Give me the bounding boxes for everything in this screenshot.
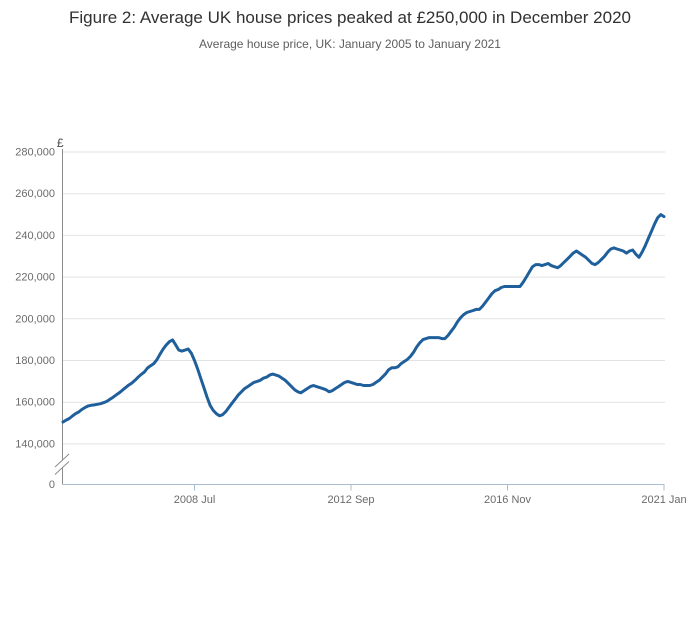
y-axis-tick-label: 200,000 bbox=[15, 313, 55, 325]
x-axis-tick-label: 2016 Nov bbox=[484, 494, 532, 506]
y-axis-tick-label: 0 bbox=[49, 479, 55, 491]
y-axis-tick-label: 240,000 bbox=[15, 230, 55, 242]
y-axis-tick-label: 280,000 bbox=[15, 147, 55, 159]
x-axis-tick-label: 2008 Jul bbox=[174, 494, 216, 506]
y-axis-tick-label: 140,000 bbox=[15, 438, 55, 450]
y-axis-unit-label: £ bbox=[57, 136, 64, 150]
x-axis-tick-label: 2021 Jan bbox=[641, 494, 686, 506]
figure-subtitle: Average house price, UK: January 2005 to… bbox=[199, 37, 501, 51]
figure-title: Figure 2: Average UK house prices peaked… bbox=[69, 8, 631, 27]
y-axis-tick-label: 180,000 bbox=[15, 355, 55, 367]
axis-break-slash-icon bbox=[54, 453, 70, 468]
axis-break-slash-icon bbox=[54, 461, 70, 475]
y-axis-tick-label: 260,000 bbox=[15, 188, 55, 200]
y-axis-tick-label: 160,000 bbox=[15, 397, 55, 409]
y-axis-tick-label: 220,000 bbox=[15, 272, 55, 284]
axis-break-mask bbox=[55, 454, 69, 475]
x-axis-tick-label: 2012 Sep bbox=[327, 494, 374, 506]
price-line-series bbox=[61, 213, 666, 424]
